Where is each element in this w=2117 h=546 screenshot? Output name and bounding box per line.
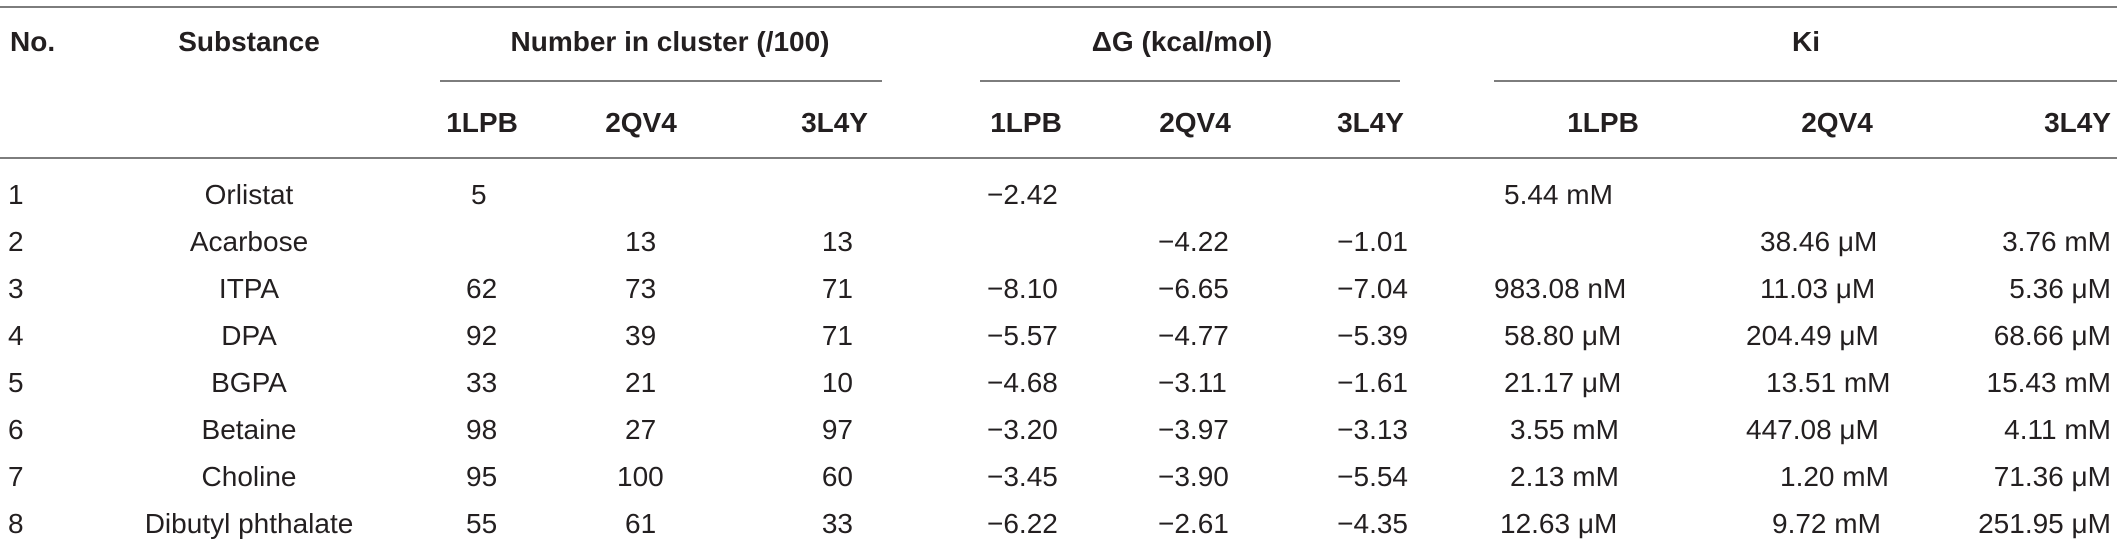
cell-dg-1lpb: −2.42 xyxy=(987,179,1058,210)
cell-cluster-2qv4: 27 xyxy=(625,414,657,445)
cell-cluster-2qv4: 21 xyxy=(625,367,657,398)
dg-group-rule xyxy=(980,80,1400,82)
cell-dg-1lpb: −6.22 xyxy=(987,508,1058,539)
header-no: No. xyxy=(10,26,56,57)
cell-cluster-3l4y: 13 xyxy=(821,226,853,257)
cell-ki-3l4y: 3.76 mM xyxy=(2002,226,2111,257)
cell-cluster-1lpb: 95 xyxy=(466,461,498,492)
cell-ki-2qv4: 1.20 mM xyxy=(1780,461,1889,492)
cell-dg-1lpb: −8.10 xyxy=(987,273,1058,304)
cell-ki-1lpb: 2.13 mM xyxy=(1510,461,1619,492)
subheader-cluster-3l4y: 3L4Y xyxy=(801,107,868,138)
header-substance: Substance xyxy=(178,26,320,57)
cell-dg-2qv4: −4.77 xyxy=(1158,320,1229,351)
cell-no: 3 xyxy=(8,273,24,304)
cell-substance: Orlistat xyxy=(204,179,294,210)
cell-ki-2qv4: 9.72 mM xyxy=(1772,508,1881,539)
subheader-ki-1lpb: 1LPB xyxy=(1567,107,1639,138)
cell-cluster-1lpb: 55 xyxy=(466,508,498,539)
cell-dg-2qv4: −2.61 xyxy=(1158,508,1229,539)
subheader-cluster-1lpb: 1LPB xyxy=(446,107,518,138)
cell-dg-2qv4: −4.22 xyxy=(1158,226,1229,257)
cluster-group-rule xyxy=(440,80,882,82)
cell-ki-1lpb: 12.63 μM xyxy=(1500,508,1618,539)
subheader-ki-3l4y: 3L4Y xyxy=(2044,107,2111,138)
cell-ki-2qv4: 38.46 μM xyxy=(1760,226,1878,257)
cell-cluster-2qv4: 39 xyxy=(625,320,657,351)
cell-no: 6 xyxy=(8,414,24,445)
top-rule xyxy=(0,6,2117,8)
cell-cluster-1lpb: 33 xyxy=(466,367,498,398)
cell-ki-1lpb: 21.17 μM xyxy=(1504,367,1622,398)
cell-cluster-1lpb: 62 xyxy=(466,273,498,304)
cell-ki-1lpb: 5.44 mM xyxy=(1504,179,1613,210)
cell-dg-3l4y: −5.54 xyxy=(1337,461,1408,492)
cell-cluster-3l4y: 71 xyxy=(821,273,853,304)
cell-ki-2qv4: 13.51 mM xyxy=(1766,367,1891,398)
cell-no: 8 xyxy=(8,508,24,539)
cell-cluster-3l4y: 10 xyxy=(821,367,853,398)
cell-ki-3l4y: 5.36 μM xyxy=(2009,273,2111,304)
cell-ki-1lpb: 983.08 nM xyxy=(1494,273,1627,304)
cell-no: 5 xyxy=(8,367,24,398)
cell-substance: Betaine xyxy=(201,414,297,445)
subheader-dg-2qv4: 2QV4 xyxy=(1159,107,1231,138)
cell-ki-1lpb: 3.55 mM xyxy=(1510,414,1619,445)
cell-substance: Choline xyxy=(201,461,297,492)
cell-cluster-1lpb: 5 xyxy=(471,179,487,210)
cell-dg-3l4y: −1.61 xyxy=(1337,367,1408,398)
cell-ki-3l4y: 4.11 mM xyxy=(2004,414,2111,445)
cell-substance: ITPA xyxy=(218,273,280,304)
cell-cluster-2qv4: 13 xyxy=(625,226,657,257)
cell-ki-2qv4: 447.08 μM xyxy=(1746,414,1879,445)
cell-ki-3l4y: 68.66 μM xyxy=(1993,320,2111,351)
ki-group-rule xyxy=(1494,80,2117,82)
cell-dg-3l4y: −4.35 xyxy=(1337,508,1408,539)
cell-cluster-3l4y: 60 xyxy=(821,461,853,492)
cell-dg-1lpb: −5.57 xyxy=(987,320,1058,351)
cell-ki-3l4y: 71.36 μM xyxy=(1993,461,2111,492)
cell-ki-1lpb: 58.80 μM xyxy=(1504,320,1622,351)
cell-no: 4 xyxy=(8,320,24,351)
subheader-ki-2qv4: 2QV4 xyxy=(1801,107,1873,138)
cell-no: 7 xyxy=(8,461,24,492)
cell-substance: DPA xyxy=(221,320,277,351)
subheader-dg-3l4y: 3L4Y xyxy=(1337,107,1404,138)
cell-ki-2qv4: 204.49 μM xyxy=(1746,320,1879,351)
cell-dg-3l4y: −1.01 xyxy=(1337,226,1408,257)
cell-dg-1lpb: −4.68 xyxy=(987,367,1058,398)
cell-ki-2qv4: 11.03 μM xyxy=(1760,273,1876,304)
cell-cluster-2qv4: 61 xyxy=(625,508,657,539)
cell-cluster-2qv4: 100 xyxy=(617,461,664,492)
cell-cluster-1lpb: 92 xyxy=(466,320,498,351)
subheader-dg-1lpb: 1LPB xyxy=(990,107,1062,138)
header-number-in-cluster: Number in cluster (/100) xyxy=(510,26,830,57)
cell-dg-2qv4: −3.90 xyxy=(1158,461,1229,492)
cell-dg-1lpb: −3.20 xyxy=(987,414,1058,445)
cell-cluster-3l4y: 33 xyxy=(821,508,853,539)
cell-cluster-1lpb: 98 xyxy=(466,414,498,445)
cell-no: 2 xyxy=(8,226,24,257)
cell-dg-2qv4: −3.97 xyxy=(1158,414,1229,445)
subheader-cluster-2qv4: 2QV4 xyxy=(605,107,677,138)
cell-substance: Dibutyl phthalate xyxy=(144,508,354,539)
cell-dg-1lpb: −3.45 xyxy=(987,461,1058,492)
header-bottom-rule xyxy=(0,157,2117,159)
cell-ki-3l4y: 251.95 μM xyxy=(1978,508,2111,539)
cell-substance: BGPA xyxy=(211,367,287,398)
cell-cluster-2qv4: 73 xyxy=(625,273,657,304)
cell-cluster-3l4y: 71 xyxy=(821,320,853,351)
cell-ki-3l4y: 15.43 mM xyxy=(1986,367,2112,398)
cell-dg-2qv4: −6.65 xyxy=(1158,273,1229,304)
cell-dg-3l4y: −7.04 xyxy=(1337,273,1408,304)
cell-dg-3l4y: −5.39 xyxy=(1337,320,1408,351)
cell-no: 1 xyxy=(8,179,24,210)
cell-substance: Acarbose xyxy=(189,226,309,257)
cell-cluster-3l4y: 97 xyxy=(821,414,853,445)
header-ki: Ki xyxy=(1792,26,1820,57)
cell-dg-2qv4: −3.11 xyxy=(1158,367,1227,398)
cell-dg-3l4y: −3.13 xyxy=(1337,414,1408,445)
header-delta-g: ΔG (kcal/mol) xyxy=(1091,26,1273,57)
